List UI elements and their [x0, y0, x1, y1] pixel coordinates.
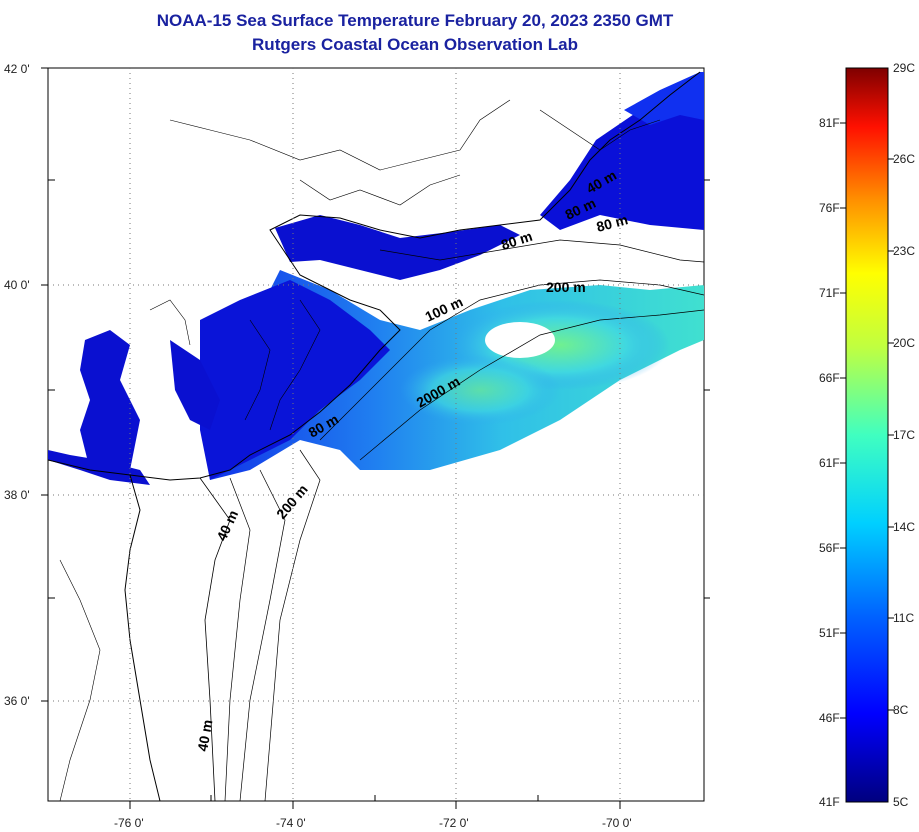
contour-label: 200 m — [546, 279, 586, 295]
colorbar-c-label: 14C — [893, 520, 916, 534]
lon-label-74: -74 0' — [276, 816, 306, 830]
colorbar-c-label: 17C — [893, 428, 916, 442]
colorbar-f-label: 41F — [819, 795, 840, 809]
contour-40m — [224, 477, 251, 801]
colorbar-c-label: 29C — [893, 61, 916, 75]
colorbar-f-label: 61F — [819, 456, 840, 470]
lon-label-70: -70 0' — [602, 816, 632, 830]
coastline — [48, 71, 701, 481]
colorbar-ticks — [840, 122, 894, 719]
colorbar-f-label: 81F — [819, 116, 840, 130]
lat-label-36: 36 0' — [4, 694, 30, 708]
lat-label-40: 40 0' — [4, 278, 30, 292]
map-title: NOAA-15 Sea Surface Temperature February… — [156, 11, 674, 30]
delaware-bay-water — [170, 340, 220, 430]
contour-label: 80 m — [595, 211, 630, 235]
map-subtitle: Rutgers Coastal Ocean Observation Lab — [252, 35, 578, 54]
colorbar-c-label: 11C — [893, 611, 915, 625]
lat-label-42: 42 0' — [4, 62, 30, 76]
lat-label-38: 38 0' — [4, 488, 30, 502]
contour-label: 40 m — [194, 718, 215, 752]
colorbar-c-label: 20C — [893, 336, 916, 350]
colorbar-c-label: 5C — [893, 795, 909, 809]
map-content — [48, 71, 704, 801]
colorbar-f-label: 71F — [819, 286, 840, 300]
colorbar-f-label: 76F — [819, 201, 840, 215]
colorbar-f-label: 56F — [819, 541, 840, 555]
colorbar-c-label: 23C — [893, 244, 916, 258]
colorbar-f-label: 66F — [819, 371, 840, 385]
lon-label-76: -76 0' — [114, 816, 144, 830]
contour-2000m — [359, 309, 704, 461]
colorbar-c-label: 26C — [893, 152, 916, 166]
colorbar-c-label: 8C — [893, 703, 909, 717]
lon-label-72: -72 0' — [439, 816, 469, 830]
colorbar — [845, 67, 889, 803]
chesapeake-water — [80, 330, 140, 480]
contour-200m — [239, 469, 286, 801]
ny-bight-water — [275, 215, 520, 280]
colorbar-f-label: 51F — [819, 626, 840, 640]
axis-ticks — [41, 67, 710, 809]
colorbar-f-label: 46F — [819, 711, 840, 725]
graticule — [48, 68, 704, 801]
